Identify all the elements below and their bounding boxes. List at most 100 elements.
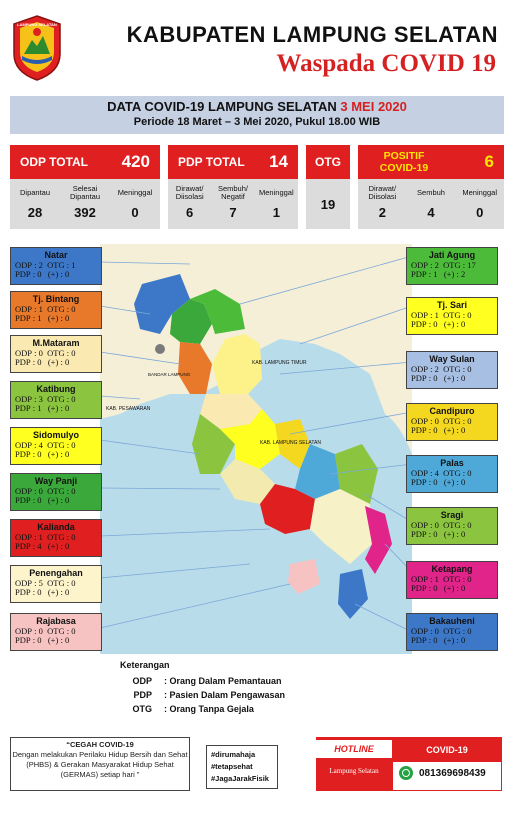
odp-value: 0 bbox=[38, 626, 43, 636]
plus-label: (+) bbox=[443, 319, 455, 329]
odp-value: 0 bbox=[434, 416, 439, 426]
district-jati-agung: Jati Agung ODP : 2 OTG : 17 PDP : 1 (+) … bbox=[406, 247, 498, 285]
pdp-label: PDP bbox=[15, 357, 31, 367]
hotline-label: HOTLINE bbox=[316, 740, 392, 758]
plus-value: 0 bbox=[64, 403, 70, 413]
otg-label: OTG bbox=[443, 310, 461, 320]
odp-value: 4 bbox=[38, 440, 43, 450]
odp-label: ODP bbox=[15, 304, 33, 314]
plus-value: 0 bbox=[64, 541, 70, 551]
otg-label: OTG bbox=[443, 574, 461, 584]
plus-label: (+) bbox=[443, 425, 455, 435]
map-label-bandar-lampung: BANDAR LAMPUNG bbox=[148, 372, 191, 377]
odp-label: ODP bbox=[411, 626, 429, 636]
pdp-value: 1 bbox=[37, 403, 42, 413]
pdp-value: 0 bbox=[433, 425, 438, 435]
odp-label: ODP bbox=[411, 416, 429, 426]
district-bakauheni: Bakauheni ODP : 0 OTG : 0 PDP : 0 (+) : … bbox=[406, 613, 498, 651]
hashtag-box: #dirumahaja #tetapsehat #JagaJarakFisik bbox=[206, 745, 278, 789]
odp-col-value: 28 bbox=[27, 205, 43, 220]
map-label-lampung-selatan: KAB. LAMPUNG SELATAN bbox=[260, 440, 321, 446]
legend-key: OTG bbox=[132, 704, 153, 714]
pdp-label: PDP bbox=[411, 635, 427, 645]
otg-value: 0 bbox=[71, 532, 76, 542]
otg-label: OTG bbox=[47, 440, 65, 450]
plus-label: (+) bbox=[47, 449, 59, 459]
pdp-value: 0 bbox=[433, 583, 438, 593]
otg-value: 0 bbox=[71, 486, 76, 496]
otg-value: 0 bbox=[467, 520, 472, 530]
plus-label: (+) bbox=[443, 269, 455, 279]
district-sidomulyo: Sidomulyo ODP : 4 OTG : 0 PDP : 0 (+) : … bbox=[10, 427, 102, 465]
cegah-title: “CEGAH COVID-19 bbox=[66, 740, 134, 749]
pdp-col-label: Meninggal bbox=[259, 187, 294, 197]
odp-label: ODP bbox=[15, 626, 33, 636]
pdp-col-value: 7 bbox=[229, 205, 237, 220]
pdp-label: PDP bbox=[411, 373, 427, 383]
otg-value: 0 bbox=[71, 578, 76, 588]
odp-value: 3 bbox=[38, 394, 43, 404]
plus-label: (+) bbox=[47, 495, 59, 505]
pdp-label: PDP bbox=[15, 635, 31, 645]
odp-total-value: 420 bbox=[121, 152, 150, 171]
whatsapp-icon bbox=[399, 766, 413, 780]
legend-desc: : Orang Tanpa Gejala bbox=[164, 704, 254, 714]
otg-value: 0 bbox=[71, 394, 76, 404]
pdp-col-label: Dirawat/ Diisolasi bbox=[175, 183, 204, 201]
district-name: Bakauheni bbox=[429, 616, 475, 626]
positif-label: POSITIF COVID-19 bbox=[379, 150, 429, 174]
odp-value: 0 bbox=[38, 486, 43, 496]
otg-value: 0 bbox=[71, 348, 76, 358]
otg-label: OTG bbox=[443, 260, 461, 270]
plus-label: (+) bbox=[47, 587, 59, 597]
positif-col-label: Meninggal bbox=[462, 187, 497, 197]
district-name: Sidomulyo bbox=[32, 430, 79, 440]
district-name: Tj. Sari bbox=[436, 300, 467, 310]
otg-label: OTG bbox=[47, 348, 65, 358]
data-date: 3 MEI 2020 bbox=[340, 99, 407, 114]
district-kalianda: Kalianda ODP : 1 OTG : 0 PDP : 4 (+) : 0 bbox=[10, 519, 102, 557]
plus-label: (+) bbox=[443, 635, 455, 645]
plus-label: (+) bbox=[443, 477, 455, 487]
odp-value: 1 bbox=[38, 304, 43, 314]
district-tj-bintang: Tj. Bintang ODP : 1 OTG : 0 PDP : 1 (+) … bbox=[10, 291, 102, 329]
hotline-box: HOTLINE Lampung Selatan COVID-19 0813696… bbox=[316, 737, 502, 791]
district-name: Tj. Bintang bbox=[32, 294, 80, 304]
data-title: DATA COVID-19 LAMPUNG SELATAN bbox=[107, 99, 337, 114]
district-name: Way Sulan bbox=[429, 354, 475, 364]
plus-value: 0 bbox=[64, 635, 70, 645]
district-name: Natar bbox=[44, 250, 68, 260]
odp-col-label: Dipantau bbox=[19, 187, 51, 197]
pdp-stat-box: PDP TOTAL 14 Dirawat/ Diisolasi 6 Sembuh/ … bbox=[168, 145, 298, 229]
pdp-label: PDP bbox=[411, 477, 427, 487]
pdp-value: 1 bbox=[37, 313, 42, 323]
odp-value: 2 bbox=[38, 260, 43, 270]
plus-value: 0 bbox=[64, 449, 70, 459]
positif-col-value: 0 bbox=[476, 205, 484, 220]
plus-value: 0 bbox=[64, 495, 70, 505]
otg-label: OTG bbox=[47, 578, 65, 588]
cegah-text: Dengan melakukan Perilaku Hidup Bersih d… bbox=[12, 750, 188, 779]
hotline-phone[interactable]: 081369698439 bbox=[419, 767, 486, 779]
plus-label: (+) bbox=[443, 529, 455, 539]
positif-stat-box: POSITIF COVID-19 6 Dirawat/ Diisolasi 2 Se… bbox=[358, 145, 504, 229]
page-subtitle: Waspada COVID 19 bbox=[276, 50, 497, 77]
odp-label: ODP bbox=[15, 394, 33, 404]
pdp-col-value: 1 bbox=[272, 205, 280, 220]
pdp-value: 0 bbox=[37, 635, 42, 645]
map-label-lampung-timur: KAB. LAMPUNG TIMUR bbox=[252, 360, 307, 366]
legend-item: OTG : Orang Tanpa Gejala bbox=[120, 704, 285, 718]
otg-value: 0 bbox=[467, 626, 472, 636]
positif-col-value: 4 bbox=[427, 205, 435, 220]
plus-value: 0 bbox=[460, 373, 466, 383]
otg-stat-box: OTG 19 bbox=[306, 145, 350, 229]
legend-title: Keterangan bbox=[120, 660, 170, 670]
district-name: M.Mataram bbox=[32, 338, 80, 348]
pdp-label: PDP bbox=[15, 269, 31, 279]
odp-value: 1 bbox=[38, 532, 43, 542]
data-period: Periode 18 Maret – 3 Mei 2020, Pukul 18.… bbox=[133, 116, 381, 128]
district-name: Ketapang bbox=[431, 564, 473, 574]
odp-value: 4 bbox=[434, 468, 439, 478]
pdp-value: 0 bbox=[433, 477, 438, 487]
pdp-value: 0 bbox=[37, 357, 42, 367]
